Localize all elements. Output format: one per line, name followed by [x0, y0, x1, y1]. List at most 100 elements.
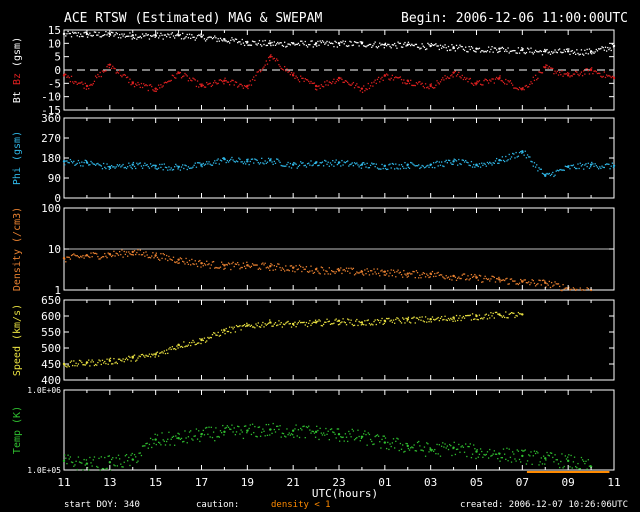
scatter-dot	[547, 454, 549, 456]
scatter-dot	[549, 452, 552, 454]
scatter-dot	[427, 443, 429, 445]
scatter-dot	[322, 165, 325, 167]
scatter-dot	[428, 451, 430, 453]
scatter-dot	[404, 450, 406, 453]
scatter-dot	[180, 166, 183, 168]
scatter-dot	[481, 317, 483, 319]
scatter-dot	[398, 272, 400, 274]
scatter-dot	[610, 165, 612, 167]
scatter-dot	[82, 83, 84, 85]
scatter-dot	[201, 262, 203, 264]
scatter-dot	[185, 345, 187, 347]
scatter-dot	[253, 162, 255, 164]
scatter-dot	[147, 89, 149, 92]
scatter-dot	[248, 427, 250, 430]
scatter-dot	[340, 77, 342, 79]
scatter-dot	[419, 445, 421, 447]
scatter-dot	[455, 160, 458, 162]
scatter-dot	[82, 35, 84, 38]
scatter-dot	[177, 71, 179, 73]
scatter-dot	[148, 256, 151, 259]
scatter-dot	[153, 34, 155, 36]
scatter-dot	[298, 164, 301, 166]
scatter-dot	[170, 258, 172, 261]
scatter-dot	[178, 262, 180, 264]
scatter-dot	[388, 78, 390, 80]
scatter-dot	[108, 253, 110, 255]
scatter-dot	[308, 322, 310, 325]
x-tick-label: 11	[57, 476, 70, 489]
scatter-dot	[209, 336, 211, 339]
scatter-dot	[509, 50, 512, 53]
scatter-dot	[344, 433, 347, 435]
scatter-dot	[445, 47, 447, 49]
scatter-dot	[277, 324, 279, 326]
scatter-dot	[381, 317, 383, 320]
scatter-dot	[203, 337, 206, 339]
scatter-dot	[312, 82, 314, 85]
scatter-dot	[206, 81, 208, 84]
scatter-dot	[544, 174, 546, 176]
scatter-dot	[381, 163, 383, 166]
scatter-dot	[69, 158, 72, 161]
scatter-dot	[294, 271, 296, 273]
scatter-dot	[547, 284, 549, 286]
scatter-dot	[421, 43, 423, 45]
scatter-dot	[402, 165, 404, 168]
scatter-dot	[241, 325, 243, 327]
scatter-dot	[504, 279, 506, 282]
scatter-dot	[595, 71, 597, 73]
scatter-dot	[545, 64, 547, 66]
scatter-dot	[93, 456, 96, 458]
scatter-dot	[442, 442, 444, 444]
scatter-dot	[140, 82, 143, 85]
scatter-dot	[230, 268, 232, 271]
scatter-dot	[89, 256, 91, 259]
scatter-dot	[132, 254, 135, 256]
scatter-dot	[395, 318, 397, 321]
scatter-dot	[206, 340, 208, 342]
scatter-dot	[155, 352, 157, 354]
scatter-dot	[559, 466, 561, 469]
scatter-dot	[376, 268, 379, 270]
scatter-dot	[218, 79, 220, 81]
scatter-dot	[218, 436, 220, 438]
scatter-dot	[168, 255, 170, 258]
scatter-dot	[217, 38, 219, 40]
scatter-dot	[585, 460, 587, 462]
scatter-dot	[494, 311, 497, 314]
scatter-dot	[342, 164, 344, 166]
scatter-dot	[290, 433, 293, 435]
scatter-dot	[414, 322, 416, 324]
scatter-dot	[399, 442, 402, 445]
scatter-dot	[182, 164, 184, 166]
scatter-dot	[611, 43, 614, 45]
scatter-dot	[389, 272, 391, 274]
scatter-dot	[350, 319, 352, 321]
scatter-dot	[363, 323, 365, 326]
scatter-dot	[295, 75, 297, 77]
scatter-dot	[353, 41, 356, 43]
scatter-dot	[237, 261, 239, 264]
scatter-dot	[524, 85, 526, 87]
scatter-dot	[602, 46, 604, 49]
scatter-dot	[406, 82, 408, 85]
scatter-dot	[428, 43, 430, 46]
scatter-dot	[297, 322, 300, 324]
scatter-dot	[296, 435, 298, 437]
scatter-dot	[423, 272, 426, 275]
scatter-dot	[593, 70, 595, 72]
scatter-dot	[155, 443, 157, 446]
scatter-dot	[449, 77, 451, 79]
scatter-dot	[329, 42, 332, 45]
scatter-dot	[437, 165, 439, 167]
scatter-dot	[592, 51, 594, 53]
scatter-dot	[190, 430, 192, 432]
scatter-dot	[192, 77, 194, 79]
scatter-dot	[222, 263, 224, 265]
scatter-dot	[310, 265, 312, 267]
scatter-dot	[76, 35, 78, 37]
scatter-dot	[156, 168, 159, 170]
scatter-dot	[227, 262, 230, 264]
scatter-dot	[234, 331, 237, 333]
